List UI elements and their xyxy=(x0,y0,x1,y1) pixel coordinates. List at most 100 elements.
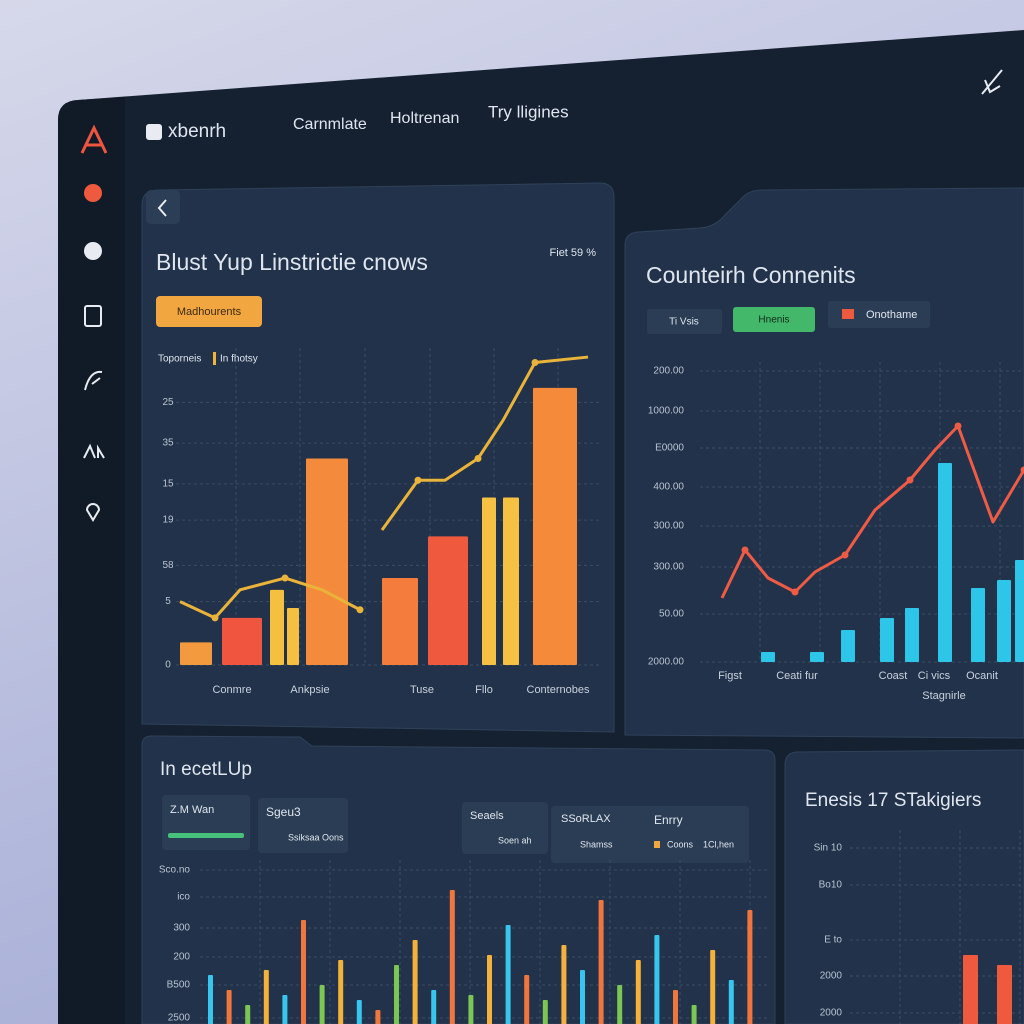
bar xyxy=(222,617,262,665)
tab-icon xyxy=(842,309,854,319)
y-tick-label: E to xyxy=(824,935,842,946)
button-label: Madhourents xyxy=(177,306,242,318)
bar xyxy=(180,642,212,665)
nav-icon[interactable] xyxy=(84,242,102,260)
tab-label: Hnenis xyxy=(758,315,789,326)
y-tick-label: Sin 10 xyxy=(814,843,843,854)
x-tick-label: Ankpsie xyxy=(290,684,329,696)
x-tick-label: Ocanit xyxy=(966,670,998,682)
x-tick-label: Ceati fur xyxy=(776,670,818,682)
bar xyxy=(747,910,753,1024)
bar xyxy=(306,458,348,665)
card-sub: 1Cl,hen xyxy=(703,839,734,849)
bar xyxy=(997,965,1012,1024)
y-tick-label: Sco.no xyxy=(159,865,191,876)
y-tick-label: 2500 xyxy=(168,1013,191,1024)
x-axis-title: Stagnirle xyxy=(922,690,965,702)
bar xyxy=(938,463,952,662)
bar xyxy=(301,920,306,1024)
bar xyxy=(226,990,232,1024)
nav-item[interactable]: Try lligines xyxy=(488,102,569,121)
y-tick-label: 35 xyxy=(162,438,174,449)
nav-icon[interactable] xyxy=(83,443,105,459)
legend-swatch xyxy=(213,352,216,365)
logo-icon[interactable] xyxy=(80,124,108,154)
brand[interactable]: xbenrh xyxy=(168,121,226,142)
y-tick-label: 2000 xyxy=(820,971,843,982)
line-point xyxy=(531,358,539,366)
line-point xyxy=(741,546,749,554)
bar xyxy=(287,607,299,665)
settings-icon[interactable] xyxy=(981,69,1003,95)
bar xyxy=(431,990,437,1024)
legend-label: In fhotsy xyxy=(220,354,258,365)
stat-card[interactable] xyxy=(462,802,548,854)
line-point xyxy=(211,614,219,622)
bar xyxy=(428,536,468,665)
card-title: Z.M Wan xyxy=(170,804,214,816)
bar xyxy=(412,940,418,1024)
bar xyxy=(710,950,716,1024)
x-tick-label: Tuse xyxy=(410,684,434,696)
y-tick-label: 5 xyxy=(165,596,171,607)
nav-item[interactable]: Carnmlate xyxy=(293,116,367,133)
bar xyxy=(356,1000,362,1024)
back-button[interactable] xyxy=(146,190,180,224)
line-point xyxy=(281,574,289,582)
bar xyxy=(542,1000,548,1024)
x-tick-label: Figst xyxy=(718,670,742,682)
line-point xyxy=(791,588,799,596)
bar xyxy=(338,960,344,1024)
nav-icon[interactable] xyxy=(84,305,102,327)
line-point xyxy=(841,551,849,559)
x-tick-label: Conmre xyxy=(212,684,251,696)
bar xyxy=(971,588,985,662)
back-icon xyxy=(157,199,167,217)
line-point xyxy=(414,476,422,484)
stat-card[interactable] xyxy=(258,798,348,853)
line-series xyxy=(720,424,1024,599)
bar xyxy=(487,955,492,1024)
sidebar xyxy=(58,97,125,1024)
bar xyxy=(482,497,496,665)
y-tick-label: B500 xyxy=(167,980,191,991)
stat-card[interactable] xyxy=(551,806,749,863)
card-icon xyxy=(654,841,660,848)
y-tick-label: 300.00 xyxy=(653,562,684,573)
bar xyxy=(468,995,474,1024)
bar xyxy=(208,975,213,1024)
nav-icon[interactable] xyxy=(84,370,103,391)
nav-icon[interactable] xyxy=(84,184,102,202)
filter-button[interactable] xyxy=(156,296,262,327)
y-tick-label: E0000 xyxy=(655,443,684,454)
tab[interactable] xyxy=(647,309,722,334)
card-title: Seaels xyxy=(470,810,504,822)
legend-label: Toporneis xyxy=(158,354,201,365)
card-sub: Soen ah xyxy=(498,835,532,845)
bar xyxy=(810,652,824,662)
bar xyxy=(1015,560,1024,662)
bar xyxy=(880,618,894,662)
card-title: SSoRLAX xyxy=(561,813,611,825)
card-sub: Coons xyxy=(667,839,694,849)
y-tick-label: Bo10 xyxy=(819,880,843,891)
bar xyxy=(728,980,734,1024)
nav-item[interactable]: Holtrenan xyxy=(390,110,459,127)
bar xyxy=(505,925,511,1024)
y-tick-label: 200.00 xyxy=(653,366,684,377)
brand-icon xyxy=(146,124,162,140)
tab[interactable] xyxy=(828,301,930,328)
y-tick-label: 2000 xyxy=(820,1008,843,1019)
progress-bar xyxy=(168,833,244,838)
y-tick-label: ico xyxy=(177,892,190,903)
line-point xyxy=(906,476,914,484)
badge: Fiet 59 % xyxy=(550,247,597,259)
y-tick-label: 300.00 xyxy=(653,521,684,532)
line-point xyxy=(954,422,962,430)
y-tick-label: 58 xyxy=(162,560,174,571)
x-tick-label: Coast xyxy=(879,670,908,682)
panel-title: Enesis 17 STakigiers xyxy=(805,790,981,811)
nav-icon[interactable] xyxy=(85,503,101,522)
tab[interactable] xyxy=(733,307,815,332)
